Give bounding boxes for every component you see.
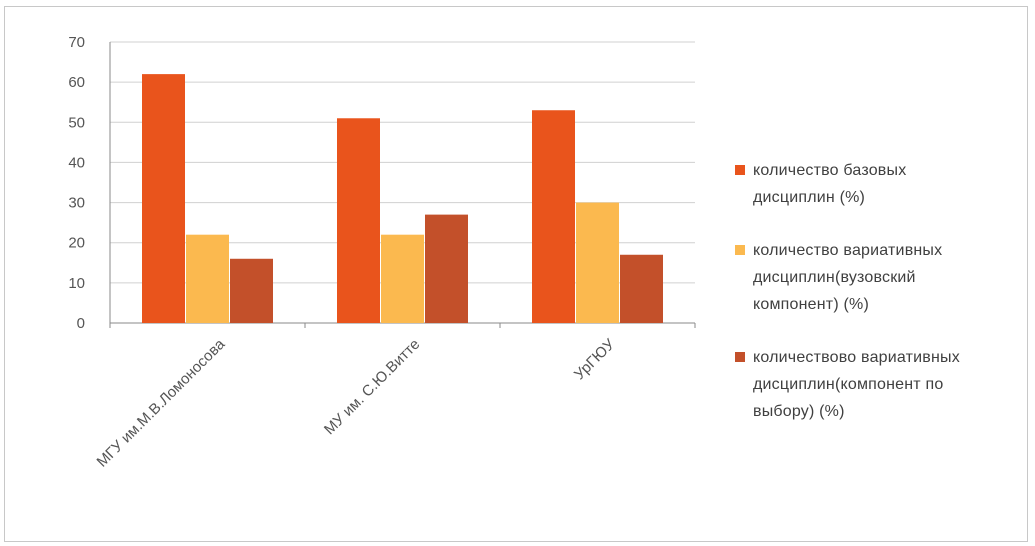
bar	[532, 110, 575, 323]
legend-label-line: количествово вариативных	[753, 349, 960, 366]
legend-item-university-component: количество вариативных дисциплин(вузовск…	[735, 237, 1035, 318]
y-tick-label: 40	[68, 154, 85, 171]
x-tick-label: УрГЮУ	[571, 335, 619, 383]
legend-label-line: количество базовых	[753, 162, 907, 179]
bar	[337, 118, 380, 324]
legend-swatch-university-component	[735, 245, 745, 255]
legend-label-line: дисциплин(компонент по	[753, 376, 944, 393]
bar	[381, 234, 424, 323]
y-tick-label: 30	[68, 195, 85, 212]
y-tick-label: 60	[68, 74, 85, 91]
legend-item-elective-component: количествово вариативных дисциплин(компо…	[735, 344, 1035, 425]
bar-chart: 0 10 20 30 40 50 60 70 МГУ им.М.В.Ломоносова МУ и…	[68, 34, 696, 471]
y-tick-label: 70	[68, 34, 85, 51]
legend-label-line: количество вариативных	[753, 242, 943, 259]
y-tick-label: 10	[68, 275, 85, 292]
legend-swatch-base	[735, 165, 745, 175]
chart-frame: 0 10 20 30 40 50 60 70 МГУ им.М.В.Ломоносова МУ и…	[4, 6, 1028, 542]
x-tick-label: МУ им. С.Ю.Витте	[321, 336, 423, 438]
legend-label-line: дисциплин (%)	[753, 189, 866, 206]
y-tick-label: 0	[77, 315, 85, 332]
bar	[142, 74, 185, 323]
legend-swatch-elective-component	[735, 352, 745, 362]
legend: количество базовых дисциплин (%) количес…	[735, 157, 1035, 451]
bar	[425, 214, 468, 323]
bar	[186, 234, 229, 323]
legend-label-line: компонент) (%)	[753, 296, 869, 313]
legend-label-line: выбору) (%)	[753, 403, 845, 420]
bar	[230, 258, 273, 323]
y-tick-label: 20	[68, 235, 85, 252]
legend-item-base: количество базовых дисциплин (%)	[735, 157, 1035, 211]
x-tick-label: МГУ им.М.В.Ломоносова	[94, 335, 229, 470]
y-tick-label: 50	[68, 114, 85, 131]
legend-label-line: дисциплин(вузовский	[753, 269, 916, 286]
bar	[620, 254, 663, 323]
bar	[576, 202, 619, 323]
